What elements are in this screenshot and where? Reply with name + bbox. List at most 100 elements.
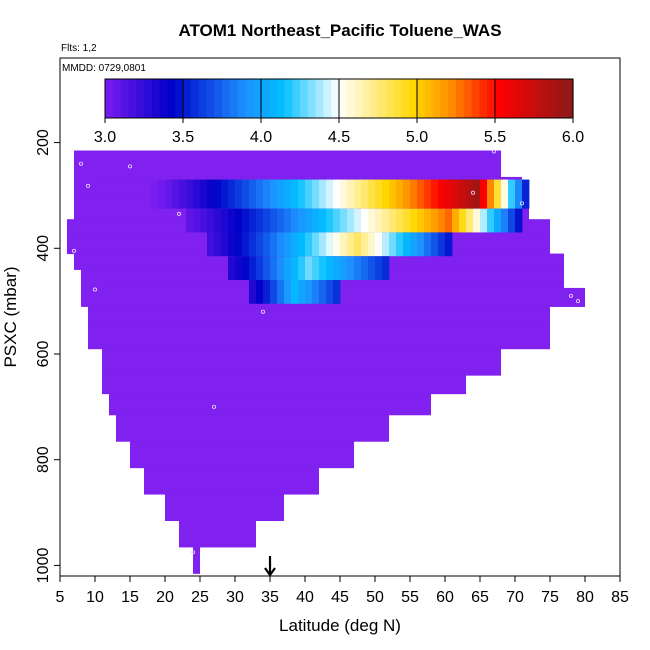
heatmap-cell: [270, 208, 278, 233]
heatmap-cell: [263, 256, 271, 280]
sample-point: [72, 248, 77, 253]
colorbar-segment: [526, 79, 535, 118]
heatmap-cell: [340, 232, 348, 257]
heatmap-cell: [249, 179, 257, 209]
heatmap-cell: [312, 232, 320, 257]
heatmap-cell: [326, 232, 334, 257]
heatmap-cell: [368, 208, 376, 233]
chart-title: ATOM1 Northeast_Pacific Toluene_WAS: [178, 21, 501, 40]
colorbar-segment: [245, 79, 254, 118]
x-tick-label: 15: [121, 589, 139, 606]
heatmap-cell: [389, 232, 397, 257]
heatmap-cell: [361, 232, 369, 257]
y-tick-label: 200: [35, 129, 52, 156]
heatmap-region-row: [179, 520, 256, 548]
heatmap-cell: [354, 179, 362, 209]
heatmap-cell: [193, 208, 201, 233]
sample-point: [260, 309, 265, 314]
heatmap-cell: [333, 280, 341, 304]
colorbar-segment: [105, 79, 114, 118]
heatmap-cell: [305, 208, 313, 233]
x-tick-label: 85: [611, 589, 629, 606]
sample-point: [86, 183, 91, 188]
heatmap-cell: [291, 232, 299, 257]
heatmap-cell: [431, 179, 439, 209]
heatmap-cell: [277, 280, 285, 304]
x-tick-label: 75: [541, 589, 559, 606]
heatmap-cell: [270, 232, 278, 257]
colorbar-segment: [237, 79, 246, 118]
heatmap-cell: [410, 179, 418, 209]
heatmap-cell: [466, 179, 474, 209]
heatmap-cell: [452, 208, 460, 233]
x-tick-label: 80: [576, 589, 594, 606]
heatmap-region-row: [109, 393, 431, 416]
colorbar-segment: [268, 79, 278, 118]
heatmap-region-row: [193, 546, 200, 574]
colorbar-segment: [370, 79, 379, 118]
x-tick-label: 65: [471, 589, 489, 606]
heatmap-cell: [347, 232, 355, 257]
heatmap-cell: [270, 179, 278, 209]
heatmap-cell: [438, 179, 446, 209]
sample-point: [491, 149, 496, 154]
heatmap-cell: [291, 280, 299, 304]
heatmap-cell: [298, 280, 306, 304]
heatmap-cell: [228, 208, 236, 233]
colorbar-segment: [440, 79, 449, 118]
heatmap-cell: [445, 232, 453, 257]
colorbar-segment: [557, 79, 566, 118]
heatmap-cell: [298, 208, 306, 233]
x-tick-label: 40: [296, 589, 314, 606]
heatmap-cell: [382, 256, 390, 280]
heatmap-cell: [431, 208, 439, 233]
heatmap-cell: [445, 208, 453, 233]
colorbar-segment: [362, 79, 371, 118]
heatmap-cell: [494, 179, 502, 209]
heatmap-cell: [298, 232, 306, 257]
x-tick-label: 5: [56, 589, 65, 606]
heatmap-cell: [382, 232, 390, 257]
heatmap-cell: [326, 280, 334, 304]
heatmap-cell: [291, 179, 299, 209]
heatmap-cell: [375, 208, 383, 233]
sample-point: [520, 201, 525, 206]
heatmap-cell: [319, 232, 327, 257]
heatmap-cell: [480, 208, 488, 233]
colorbar-segment: [159, 79, 168, 118]
heatmap-cell: [235, 179, 243, 209]
heatmap-cell: [228, 179, 236, 209]
heatmap-cell: [417, 208, 425, 233]
heatmap-region-row: [116, 414, 389, 442]
heatmap-cell: [403, 179, 411, 209]
heatmap-cell: [347, 256, 355, 280]
heatmap-region-row: [74, 150, 501, 178]
sample-point: [127, 164, 132, 169]
heatmap-cell: [249, 280, 257, 304]
colorbar-segment: [471, 79, 480, 118]
heatmap-cell: [354, 232, 362, 257]
colorbar-segment: [300, 79, 309, 118]
heatmap-cell: [522, 179, 530, 209]
sample-point: [569, 293, 574, 298]
heatmap-cell: [228, 256, 236, 280]
colorbar: [104, 78, 574, 119]
heatmap-cell: [501, 179, 509, 209]
colorbar-segment: [417, 79, 426, 118]
heatmap-cell: [235, 208, 243, 233]
x-tick-label: 25: [191, 589, 209, 606]
colorbar-segment: [448, 79, 457, 118]
x-tick-label: 55: [401, 589, 419, 606]
heatmap-cell: [151, 179, 159, 209]
colorbar-segment: [120, 79, 129, 118]
colorbar-segment: [479, 79, 488, 118]
heatmap-region-row: [88, 306, 550, 323]
heatmap-cell: [515, 179, 523, 209]
heatmap-cell: [277, 208, 285, 233]
heatmap-cell: [305, 256, 313, 280]
colorbar-tick-label: 6.0: [562, 129, 584, 146]
heatmap-cell: [298, 179, 306, 209]
x-axis: 5 10 15 20 25 30 35 40 45 50 55 60 65 70 75 80 85: [56, 576, 629, 606]
heatmap-cell: [277, 256, 285, 280]
colorbar-segment: [128, 79, 137, 118]
